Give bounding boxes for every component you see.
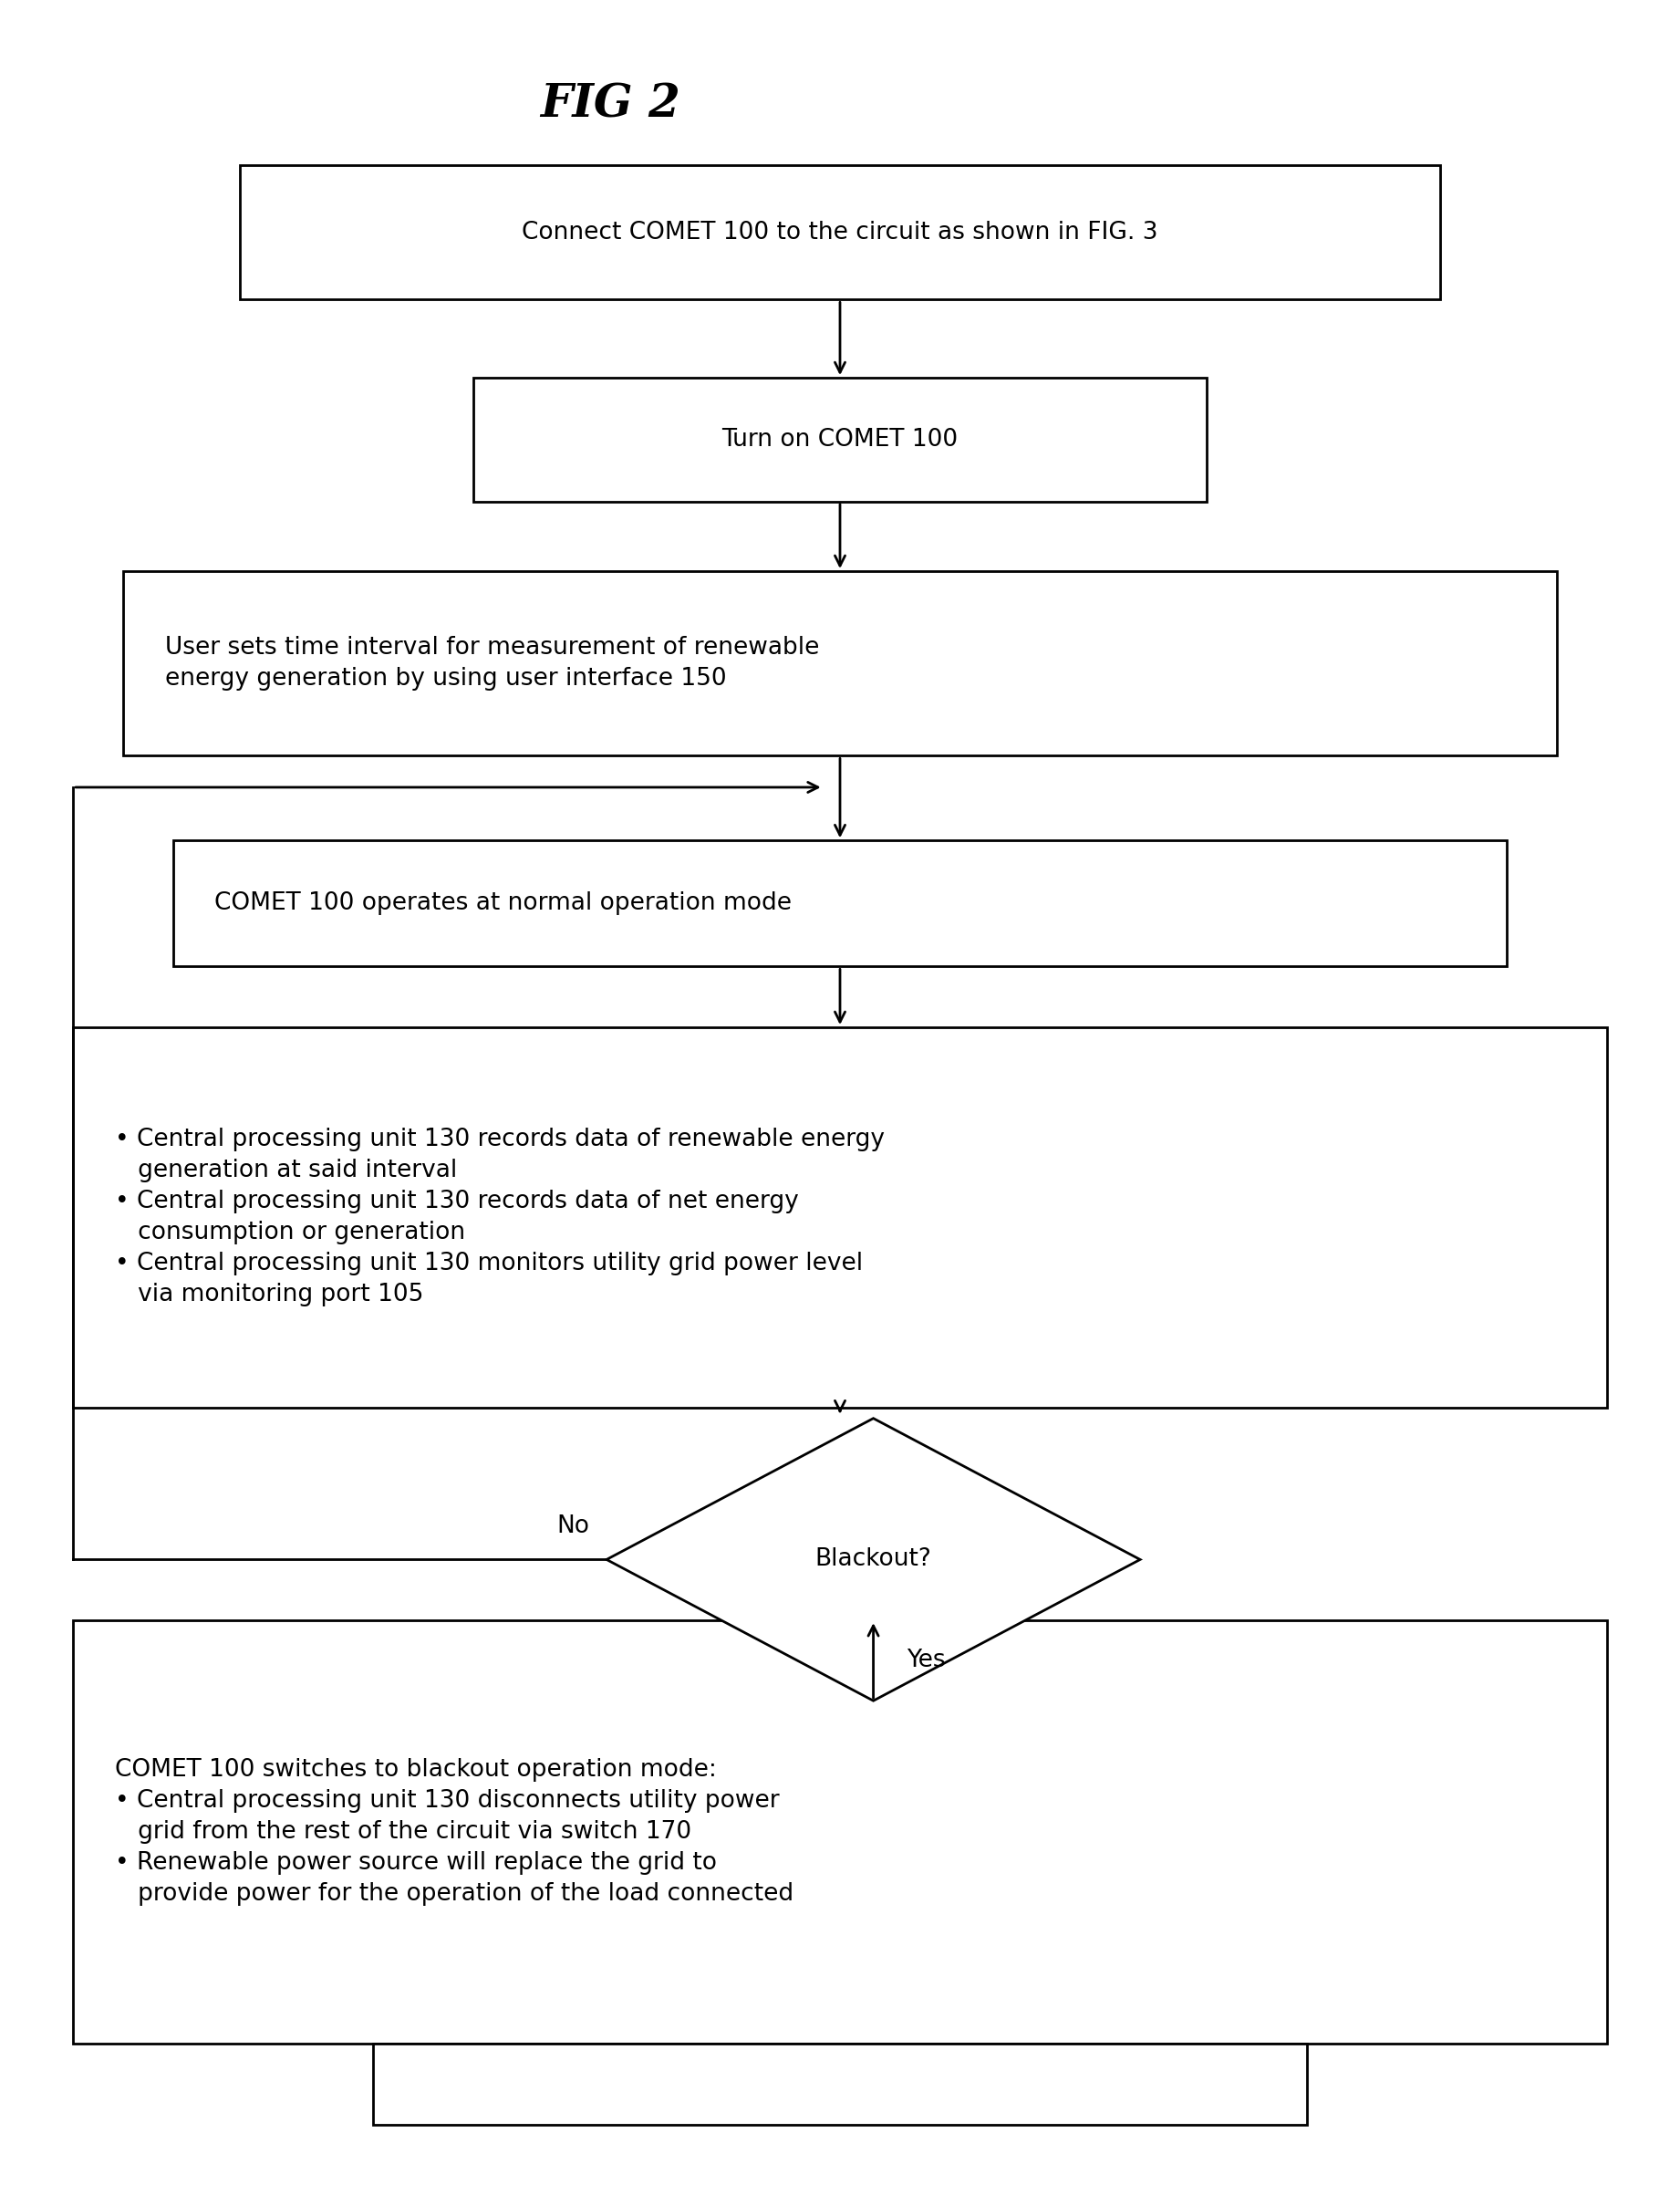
Text: No: No <box>558 1514 590 1538</box>
FancyBboxPatch shape <box>373 2043 1307 2124</box>
FancyBboxPatch shape <box>72 1027 1608 1407</box>
Text: Yes: Yes <box>907 1650 946 1672</box>
FancyBboxPatch shape <box>240 164 1440 299</box>
FancyBboxPatch shape <box>173 841 1507 966</box>
Text: COMET 100 switches to blackout operation mode:
• Central processing unit 130 dis: COMET 100 switches to blackout operation… <box>114 1759 793 1905</box>
FancyBboxPatch shape <box>72 1621 1608 2043</box>
Text: • Central processing unit 130 records data of renewable energy
   generation at : • Central processing unit 130 records da… <box>114 1127 884 1307</box>
FancyBboxPatch shape <box>123 570 1557 756</box>
Text: COMET 100 operates at normal operation mode: COMET 100 operates at normal operation m… <box>215 891 791 916</box>
Text: Turn on COMET 100: Turn on COMET 100 <box>722 428 958 452</box>
Text: FIG 2: FIG 2 <box>539 83 680 127</box>
Text: User sets time interval for measurement of renewable
energy generation by using : User sets time interval for measurement … <box>165 636 820 690</box>
Text: Connect COMET 100 to the circuit as shown in FIG. 3: Connect COMET 100 to the circuit as show… <box>522 221 1158 245</box>
Polygon shape <box>606 1418 1141 1700</box>
Text: Blackout?: Blackout? <box>815 1547 932 1571</box>
FancyBboxPatch shape <box>474 378 1206 503</box>
